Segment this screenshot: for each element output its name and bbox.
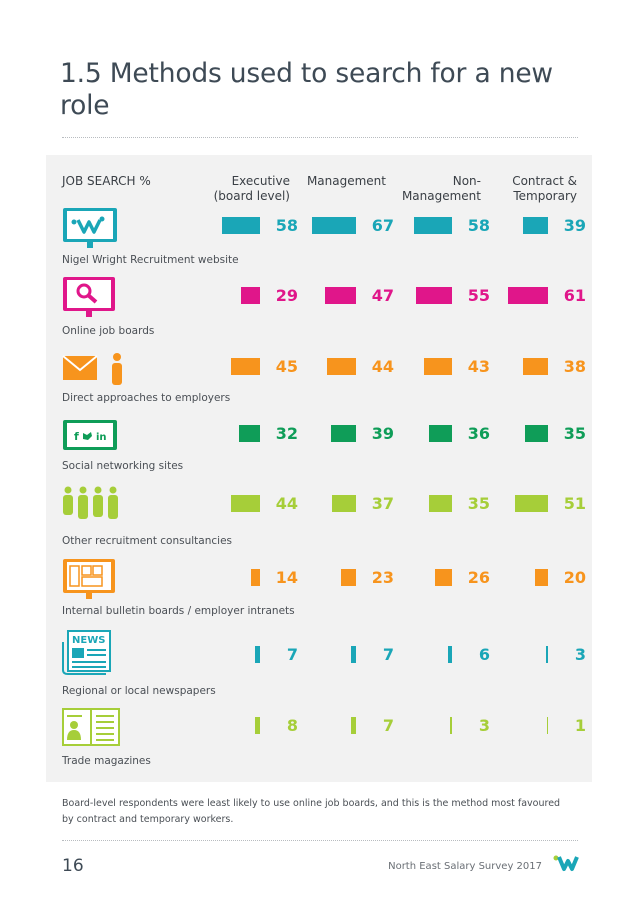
value-label-management: 39 [371, 424, 394, 443]
row-label: Internal bulletin boards / employer intr… [62, 605, 295, 617]
bar-contract-temporary [535, 569, 548, 586]
page-title: 1.5 Methods used to search for a new rol… [60, 58, 553, 121]
column-header-contract-temporary: Contract & Temporary [512, 174, 577, 203]
column-header-executive: Executive (board level) [213, 174, 290, 203]
row-label: Social networking sites [62, 460, 184, 472]
value-label-non-management: 58 [467, 216, 490, 235]
value-label-contract-temporary: 39 [563, 216, 586, 235]
footer-divider [62, 840, 578, 841]
bar-management [312, 217, 356, 234]
value-label-non-management: 43 [467, 357, 490, 376]
bar-management [351, 717, 356, 734]
value-label-executive: 44 [275, 494, 298, 513]
bar-contract-temporary [508, 287, 548, 304]
value-label-non-management: 36 [467, 424, 490, 443]
value-label-contract-temporary: 61 [563, 286, 586, 305]
bar-contract-temporary [523, 358, 548, 375]
publication-name: North East Salary Survey 2017 [388, 861, 542, 872]
value-label-executive: 14 [275, 568, 298, 587]
bar-non-management [448, 646, 452, 663]
newspaper-icon: NEWS [62, 630, 111, 675]
value-label-management: 44 [371, 357, 394, 376]
bar-executive [230, 358, 260, 375]
bar-contract-temporary [546, 646, 548, 663]
value-label-executive: 29 [275, 286, 298, 305]
bar-non-management [428, 425, 452, 442]
value-label-contract-temporary: 35 [563, 424, 586, 443]
monitor-search-icon [63, 277, 115, 317]
bar-executive [254, 717, 260, 734]
bar-contract-temporary [514, 495, 548, 512]
bar-management [330, 425, 356, 442]
monitor-bulletin-icon [63, 559, 115, 599]
value-label-executive: 45 [275, 357, 298, 376]
bar-non-management [416, 287, 452, 304]
bar-executive [222, 217, 260, 234]
footnote: Board-level respondents were least likel… [62, 798, 561, 825]
bar-non-management [424, 358, 452, 375]
value-label-non-management: 55 [467, 286, 490, 305]
value-label-non-management: 3 [478, 716, 490, 735]
row-label: Regional or local newspapers [62, 685, 216, 697]
row-label: Other recruitment consultancies [62, 535, 232, 547]
value-label-management: 67 [371, 216, 394, 235]
tablet-social-icon: f in [63, 420, 117, 450]
bar-executive [231, 495, 260, 512]
row-label: Nigel Wright Recruitment website [62, 254, 239, 266]
bar-contract-temporary [547, 717, 548, 734]
bar-contract-temporary [525, 425, 548, 442]
bar-non-management [435, 569, 452, 586]
value-label-management: 7 [382, 716, 394, 735]
value-label-non-management: 26 [467, 568, 490, 587]
title-divider [62, 137, 578, 138]
value-label-management: 23 [371, 568, 394, 587]
value-label-contract-temporary: 51 [563, 494, 586, 513]
monitor-logo-icon [63, 208, 117, 248]
svg-text:f: f [74, 430, 79, 443]
value-label-executive: 32 [275, 424, 298, 443]
svg-text:NEWS: NEWS [72, 635, 105, 646]
value-label-non-management: 6 [478, 645, 490, 664]
value-label-executive: 8 [286, 716, 298, 735]
bar-non-management [450, 717, 452, 734]
page-number: 16 [62, 856, 84, 876]
bar-management [327, 358, 356, 375]
magazine-icon [62, 708, 120, 746]
job-search-header: JOB SEARCH % [62, 174, 151, 188]
bar-non-management [429, 495, 452, 512]
column-header-management: Management [306, 174, 386, 188]
value-label-executive: 58 [275, 216, 298, 235]
svg-text:in: in [96, 432, 107, 443]
row-label: Trade magazines [62, 755, 151, 767]
bar-management [325, 287, 356, 304]
value-label-contract-temporary: 38 [563, 357, 586, 376]
people-group-icon [63, 486, 118, 519]
nigel-wright-logo [553, 855, 579, 871]
envelope-person-icon [62, 353, 122, 385]
bar-executive [250, 569, 260, 586]
row-label: Direct approaches to employers [62, 392, 231, 404]
bar-executive [255, 646, 260, 663]
column-header-non-management: Non- Management [401, 174, 481, 203]
value-label-contract-temporary: 1 [574, 716, 586, 735]
bar-management [351, 646, 356, 663]
value-label-contract-temporary: 20 [563, 568, 586, 587]
bar-executive [241, 287, 260, 304]
value-label-management: 47 [371, 286, 394, 305]
value-label-non-management: 35 [467, 494, 490, 513]
bar-management [331, 495, 356, 512]
bar-non-management [414, 217, 452, 234]
bar-executive [239, 425, 260, 442]
value-label-management: 37 [371, 494, 394, 513]
value-label-management: 7 [382, 645, 394, 664]
value-label-executive: 7 [286, 645, 298, 664]
value-label-contract-temporary: 3 [574, 645, 586, 664]
chart-panel [46, 155, 592, 782]
row-label: Online job boards [62, 325, 155, 337]
bar-management [341, 569, 356, 586]
bar-contract-temporary [522, 217, 548, 234]
